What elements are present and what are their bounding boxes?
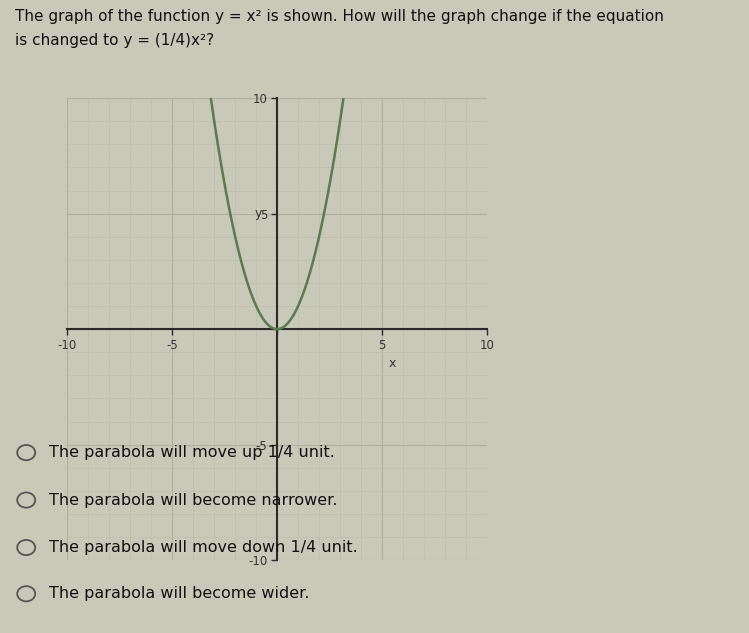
Text: The parabola will move down 1/4 unit.: The parabola will move down 1/4 unit.: [49, 540, 357, 555]
Text: The graph of the function y = x² is shown. How will the graph change if the equa: The graph of the function y = x² is show…: [15, 9, 664, 25]
Text: The parabola will become wider.: The parabola will become wider.: [49, 586, 309, 601]
Text: The parabola will move up 1/4 unit.: The parabola will move up 1/4 unit.: [49, 445, 335, 460]
Text: y: y: [255, 207, 262, 220]
Text: x: x: [389, 357, 396, 370]
Text: The parabola will become narrower.: The parabola will become narrower.: [49, 492, 337, 508]
Text: is changed to y = (1/4)x²?: is changed to y = (1/4)x²?: [15, 33, 214, 48]
